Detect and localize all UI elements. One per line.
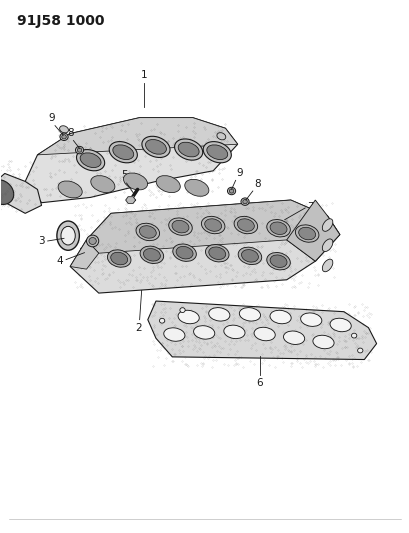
Ellipse shape — [298, 227, 315, 240]
Ellipse shape — [206, 145, 227, 159]
Ellipse shape — [184, 179, 208, 196]
Ellipse shape — [57, 221, 79, 251]
Text: 1: 1 — [140, 70, 147, 80]
Polygon shape — [126, 197, 135, 204]
Ellipse shape — [178, 142, 199, 157]
Ellipse shape — [178, 310, 199, 324]
Ellipse shape — [112, 145, 133, 159]
Ellipse shape — [172, 244, 196, 261]
Ellipse shape — [321, 259, 332, 272]
Ellipse shape — [180, 308, 185, 312]
Ellipse shape — [205, 245, 229, 262]
Ellipse shape — [145, 140, 166, 154]
Ellipse shape — [321, 239, 332, 252]
Polygon shape — [147, 301, 376, 360]
Ellipse shape — [110, 252, 127, 265]
Ellipse shape — [193, 326, 214, 339]
Ellipse shape — [227, 187, 235, 195]
Ellipse shape — [136, 223, 159, 240]
Ellipse shape — [86, 235, 99, 247]
Text: 8: 8 — [254, 179, 260, 189]
Ellipse shape — [90, 176, 115, 192]
Ellipse shape — [300, 313, 321, 326]
Ellipse shape — [109, 142, 137, 163]
Ellipse shape — [266, 220, 290, 237]
Polygon shape — [70, 200, 339, 293]
Ellipse shape — [107, 250, 130, 267]
Ellipse shape — [241, 249, 258, 262]
Ellipse shape — [223, 325, 245, 338]
Text: 2: 2 — [135, 324, 142, 333]
Ellipse shape — [208, 308, 229, 321]
Ellipse shape — [0, 180, 14, 205]
Ellipse shape — [321, 219, 332, 231]
Text: 9: 9 — [236, 168, 243, 178]
Ellipse shape — [270, 310, 290, 324]
Polygon shape — [37, 118, 237, 155]
Ellipse shape — [58, 181, 82, 198]
Ellipse shape — [174, 139, 202, 160]
Ellipse shape — [76, 150, 104, 171]
Ellipse shape — [156, 176, 180, 192]
Ellipse shape — [294, 225, 318, 242]
Ellipse shape — [159, 318, 164, 323]
Text: 9: 9 — [49, 114, 55, 124]
Ellipse shape — [123, 173, 147, 190]
Polygon shape — [25, 118, 237, 203]
Polygon shape — [0, 173, 41, 213]
Ellipse shape — [240, 198, 249, 205]
Ellipse shape — [270, 255, 286, 268]
Ellipse shape — [270, 222, 286, 235]
Ellipse shape — [351, 333, 356, 338]
Ellipse shape — [142, 136, 170, 157]
Ellipse shape — [208, 247, 225, 260]
Ellipse shape — [229, 189, 233, 193]
Ellipse shape — [329, 318, 351, 332]
Ellipse shape — [283, 331, 304, 344]
Text: 3: 3 — [38, 236, 45, 246]
Ellipse shape — [77, 148, 82, 152]
Ellipse shape — [242, 199, 247, 204]
Ellipse shape — [62, 135, 66, 139]
Ellipse shape — [176, 246, 193, 259]
Text: 6: 6 — [256, 378, 263, 388]
Ellipse shape — [234, 216, 257, 234]
Ellipse shape — [357, 348, 362, 353]
Ellipse shape — [172, 220, 189, 233]
Ellipse shape — [75, 147, 83, 154]
Text: 5: 5 — [121, 171, 127, 180]
Ellipse shape — [201, 216, 225, 234]
Text: 91J58 1000: 91J58 1000 — [17, 14, 104, 28]
Ellipse shape — [59, 126, 68, 133]
Text: 4: 4 — [56, 256, 63, 266]
Ellipse shape — [238, 247, 261, 264]
Polygon shape — [286, 200, 339, 261]
Ellipse shape — [266, 253, 290, 270]
Text: 8: 8 — [67, 128, 74, 139]
Ellipse shape — [168, 218, 192, 236]
Ellipse shape — [61, 227, 75, 245]
Text: 7: 7 — [306, 202, 313, 212]
Polygon shape — [70, 240, 99, 269]
Ellipse shape — [237, 219, 254, 231]
Ellipse shape — [239, 308, 260, 321]
Ellipse shape — [139, 225, 156, 238]
Ellipse shape — [60, 133, 68, 141]
Ellipse shape — [312, 335, 333, 349]
Ellipse shape — [204, 219, 221, 231]
Ellipse shape — [140, 246, 163, 263]
Polygon shape — [86, 200, 339, 261]
Ellipse shape — [163, 328, 184, 341]
Ellipse shape — [216, 133, 225, 140]
Ellipse shape — [89, 238, 96, 245]
Ellipse shape — [203, 142, 231, 163]
Ellipse shape — [143, 248, 160, 261]
Ellipse shape — [254, 327, 274, 341]
Ellipse shape — [80, 153, 101, 167]
